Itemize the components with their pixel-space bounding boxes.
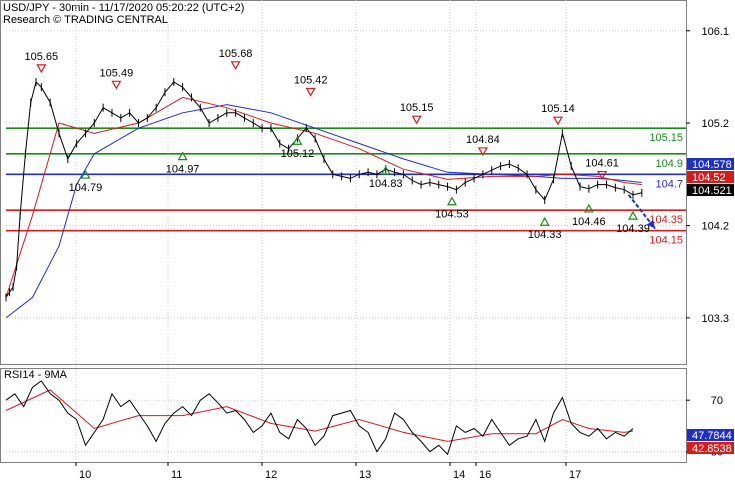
level-label: 104.9 — [655, 158, 683, 170]
swing-low-marker-icon — [539, 217, 550, 226]
price-tag-badge — [687, 158, 734, 170]
swing-high-marker-icon — [230, 61, 241, 71]
y-tick-label: 104.2 — [701, 221, 729, 233]
swing-low-label: 104.53 — [435, 209, 469, 221]
x-tick-label: 17 — [569, 469, 581, 480]
swing-high-label: 105.49 — [100, 67, 134, 79]
swing-low-marker-icon — [380, 165, 391, 175]
rsi-value-tag-badge — [687, 442, 734, 454]
swing-low-marker-icon — [627, 210, 639, 220]
swing-high-marker-icon — [477, 147, 488, 157]
swing-high-marker-icon — [111, 80, 122, 90]
swing-high-marker-icon — [36, 64, 47, 74]
swing-high-marker-icon — [552, 116, 563, 126]
forecast-arrow-shaft — [627, 194, 656, 230]
chart-subtitle: Research © TRADING CENTRAL — [3, 14, 168, 26]
rsi-panel-title: RSI14 - 9MA — [4, 369, 68, 381]
swing-high-label: 104.84 — [466, 134, 500, 146]
x-tick-label: 14 — [453, 469, 465, 480]
swing-low-marker-icon — [583, 203, 594, 213]
swing-high-label: 105.42 — [294, 74, 328, 86]
rsi-y-tick-label: 70 — [711, 395, 723, 407]
chart-title: USD/JPY - 30min - 11/17/2020 05:20:22 (U… — [3, 2, 245, 14]
swing-low-label: 104.46 — [572, 216, 606, 228]
swing-high-label: 105.14 — [541, 103, 575, 115]
swing-high-label: 104.61 — [585, 158, 619, 170]
forecast-arrow-head-icon — [647, 219, 656, 229]
level-label: 104.35 — [649, 214, 683, 226]
price-tag-label: 104.52 — [692, 172, 726, 184]
price-tag-badge — [687, 171, 734, 183]
swing-low-marker-icon — [80, 169, 91, 179]
rsi-ma-line — [5, 389, 634, 442]
level-label: 105.15 — [649, 132, 683, 144]
swing-high-marker-icon — [305, 87, 316, 97]
level-label: 104.15 — [649, 235, 683, 247]
price-panel-frame — [0, 0, 687, 365]
swing-low-label: 104.39 — [616, 223, 650, 235]
price-tag-badge — [687, 184, 734, 196]
x-tick-label: 11 — [171, 469, 182, 480]
swing-high-label: 105.68 — [219, 48, 253, 60]
swing-low-label: 104.97 — [166, 164, 200, 176]
rsi-value-tag-label: 47.7844 — [692, 430, 732, 442]
rsi-line — [5, 380, 634, 456]
level-label: 104.7 — [655, 178, 683, 190]
swing-low-label: 104.33 — [528, 229, 562, 241]
swing-low-marker-icon — [177, 151, 188, 161]
y-tick-label: 105.2 — [701, 118, 729, 130]
price-tag-label: 104.578 — [692, 159, 732, 171]
x-tick-label: 16 — [479, 469, 491, 480]
swing-high-marker-icon — [411, 115, 422, 125]
y-tick-label: 106.1 — [701, 26, 729, 38]
x-tick-label: 12 — [265, 469, 277, 480]
price-tag-label: 104.521 — [692, 185, 732, 197]
swing-high-marker-icon — [597, 170, 608, 180]
swing-high-label: 105.65 — [24, 51, 58, 63]
x-tick-label: 10 — [79, 469, 91, 480]
moving-average-blue-line — [5, 104, 642, 319]
swing-low-label: 104.83 — [369, 178, 403, 190]
swing-low-label: 104.79 — [69, 182, 103, 194]
x-tick-label: 13 — [359, 469, 371, 480]
rsi-panel-frame — [0, 368, 687, 463]
rsi-value-tag-badge — [687, 429, 734, 441]
swing-low-marker-icon — [446, 196, 458, 206]
y-tick-label: 103.3 — [701, 313, 729, 325]
rsi-value-tag-label: 42.8538 — [692, 443, 732, 455]
swing-low-marker-icon — [292, 136, 303, 145]
swing-low-label: 105.12 — [281, 148, 315, 160]
swing-high-label: 105.15 — [400, 102, 434, 114]
moving-average-red-line — [5, 96, 642, 298]
